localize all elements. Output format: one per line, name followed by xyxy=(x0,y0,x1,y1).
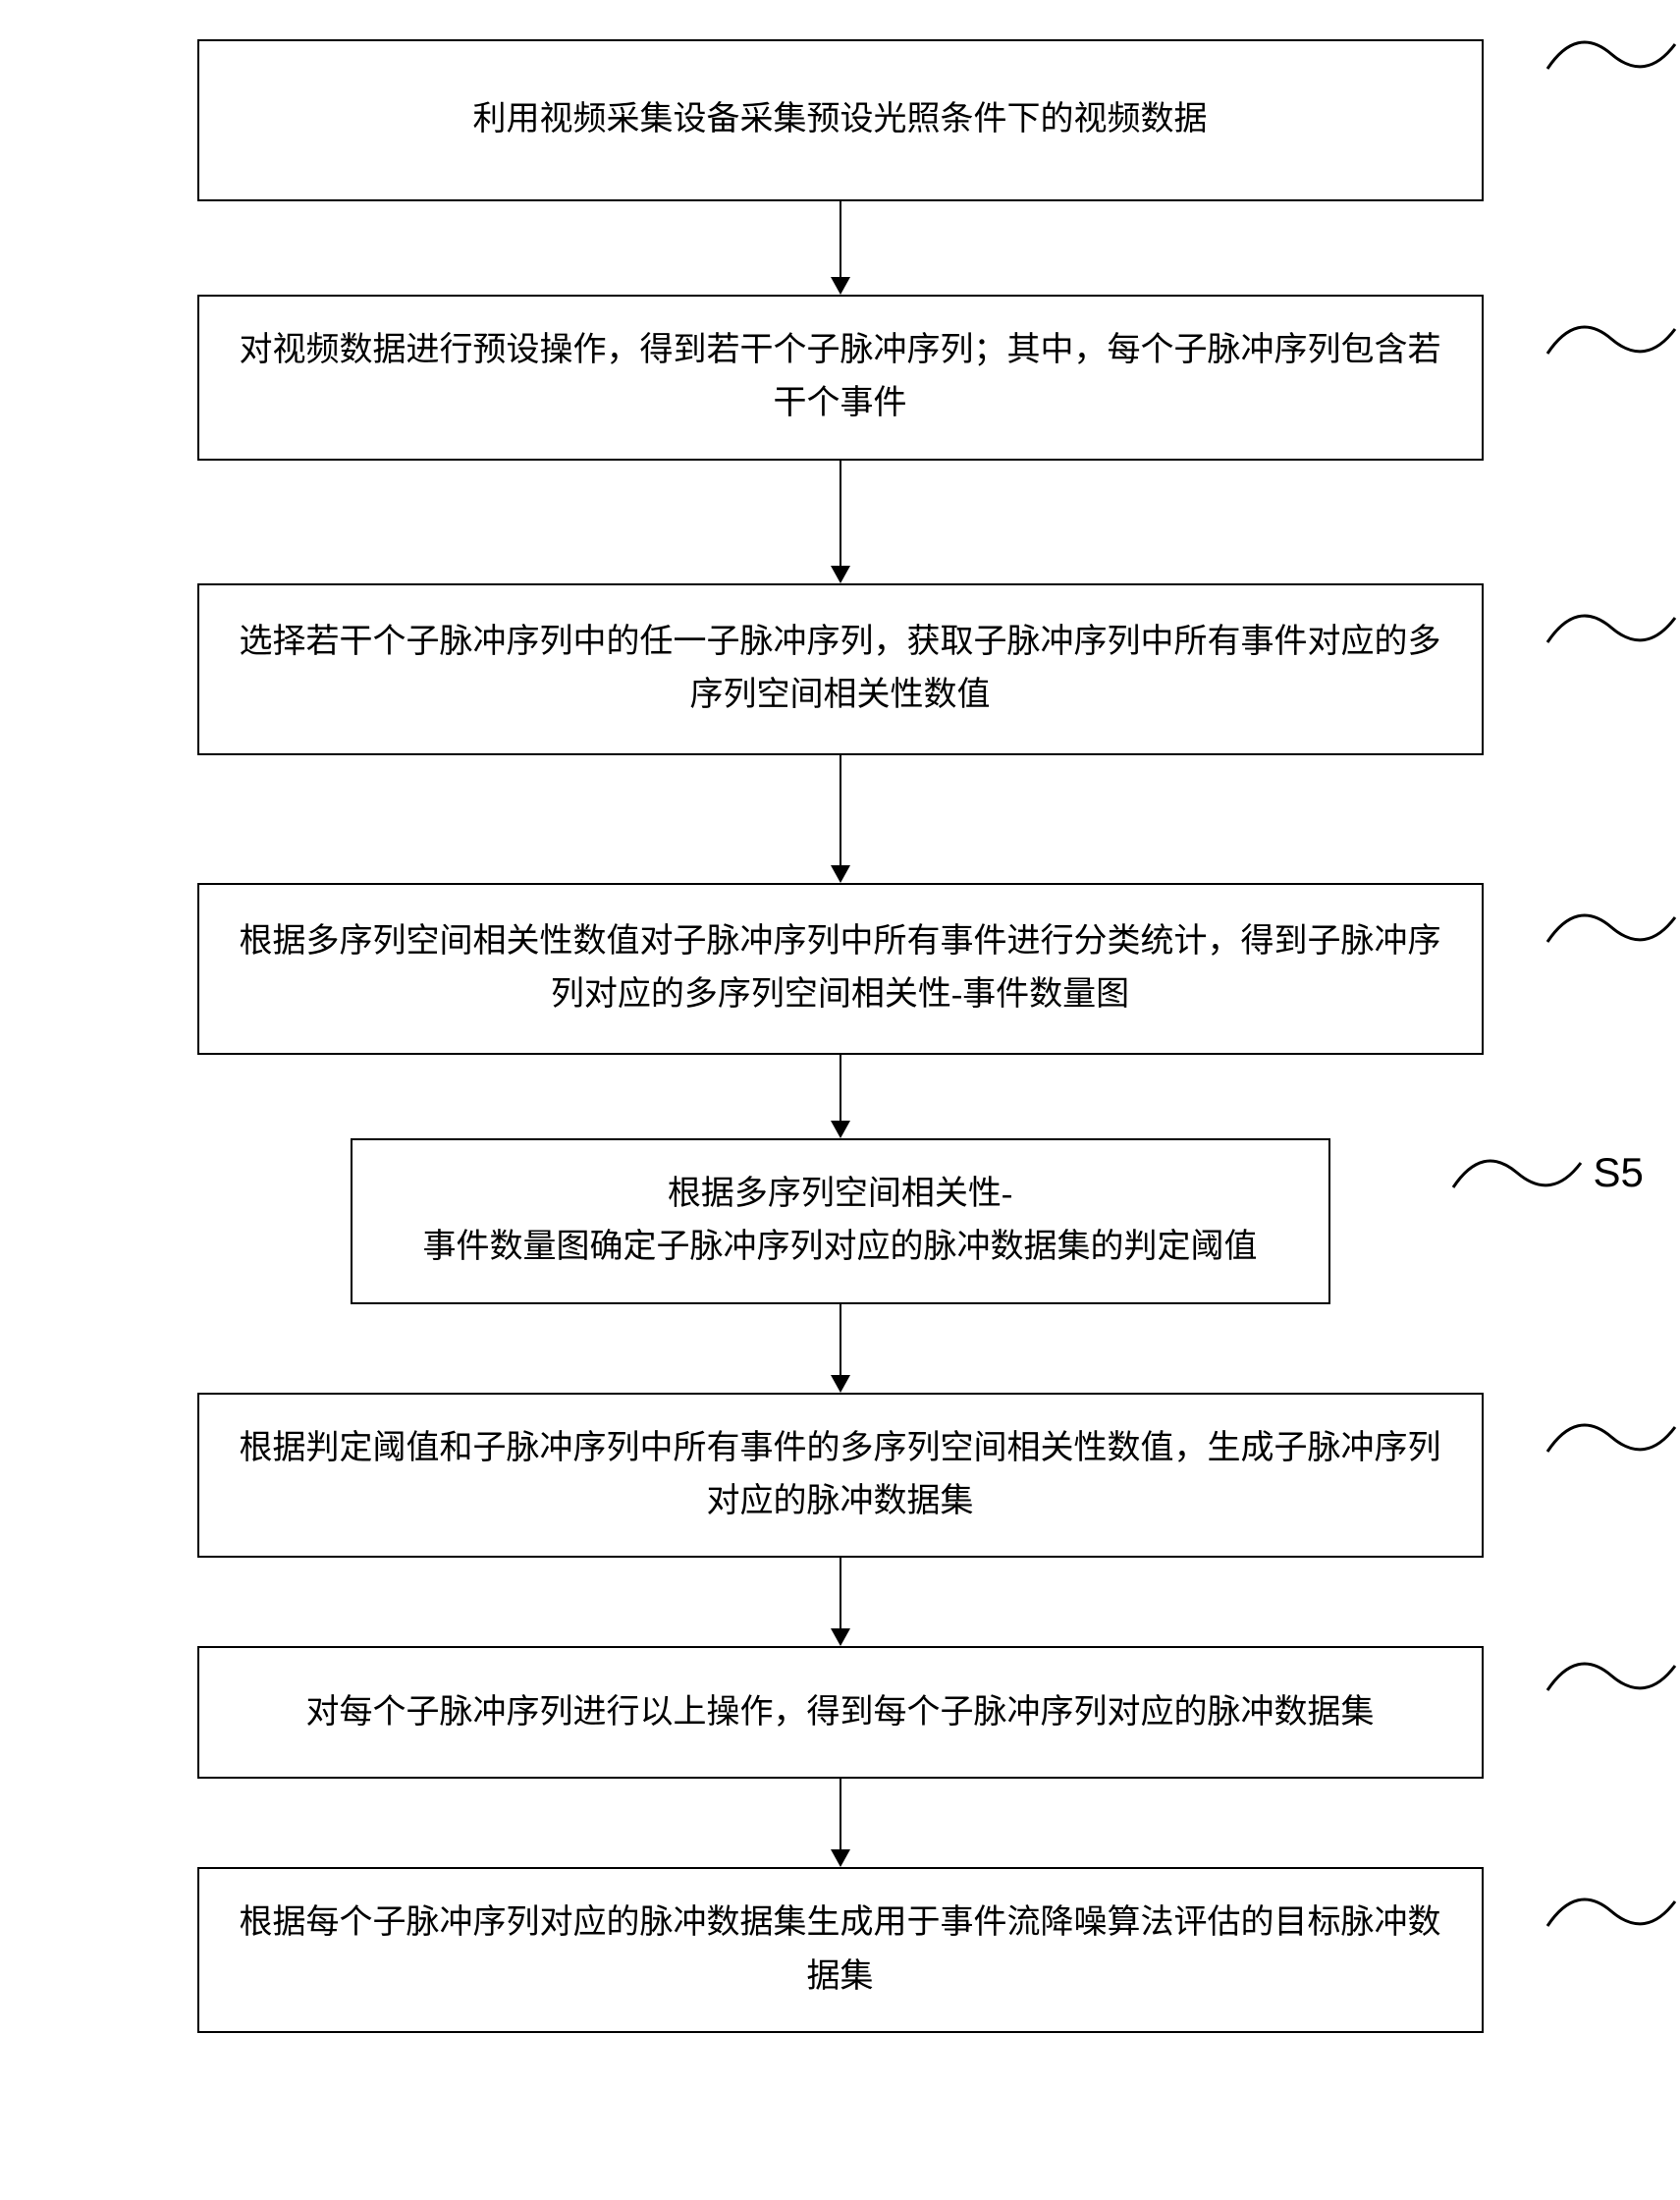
step-box-s3: 选择若干个子脉冲序列中的任一子脉冲序列，获取子脉冲序列中所有事件对应的多序列空间… xyxy=(197,583,1484,755)
wave-icon xyxy=(1543,593,1680,662)
step-label-s5: S5 xyxy=(1448,1138,1644,1207)
wave-icon xyxy=(1543,1641,1680,1710)
arrow-line xyxy=(840,201,841,277)
step-row-s4: 根据多序列空间相关性数值对子脉冲序列中所有事件进行分类统计，得到子脉冲序列对应的… xyxy=(20,883,1660,1055)
arrow-s7 xyxy=(831,1779,850,1867)
step-row-s7: 对每个子脉冲序列进行以上操作，得到每个子脉冲序列对应的脉冲数据集S7 xyxy=(20,1646,1660,1779)
arrow-s3 xyxy=(831,755,850,883)
arrow-head-icon xyxy=(831,1628,850,1646)
step-label-s6: S6 xyxy=(1543,1402,1680,1471)
arrow-line xyxy=(840,461,841,566)
arrow-head-icon xyxy=(831,1375,850,1393)
arrow-line xyxy=(840,1779,841,1849)
step-label-text: S5 xyxy=(1594,1149,1644,1196)
arrow-head-icon xyxy=(831,865,850,883)
step-box-s8: 根据每个子脉冲序列对应的脉冲数据集生成用于事件流降噪算法评估的目标脉冲数据集 xyxy=(197,1867,1484,2033)
step-row-s6: 根据判定阈值和子脉冲序列中所有事件的多序列空间相关性数值，生成子脉冲序列对应的脉… xyxy=(20,1393,1660,1559)
step-label-s4: S4 xyxy=(1543,893,1680,962)
arrow-s4 xyxy=(831,1055,850,1138)
arrow-line xyxy=(840,755,841,865)
arrow-s2 xyxy=(831,461,850,583)
arrow-line xyxy=(840,1304,841,1375)
arrow-head-icon xyxy=(831,1849,850,1867)
arrow-head-icon xyxy=(831,277,850,295)
arrow-line xyxy=(840,1055,841,1121)
arrow-head-icon xyxy=(831,566,850,583)
step-box-s6: 根据判定阈值和子脉冲序列中所有事件的多序列空间相关性数值，生成子脉冲序列对应的脉… xyxy=(197,1393,1484,1559)
wave-icon xyxy=(1543,1877,1680,1946)
wave-icon xyxy=(1543,1402,1680,1471)
step-box-s7: 对每个子脉冲序列进行以上操作，得到每个子脉冲序列对应的脉冲数据集 xyxy=(197,1646,1484,1779)
wave-icon xyxy=(1543,893,1680,962)
step-label-s8: S8 xyxy=(1543,1877,1680,1946)
step-row-s3: 选择若干个子脉冲序列中的任一子脉冲序列，获取子脉冲序列中所有事件对应的多序列空间… xyxy=(20,583,1660,755)
arrow-s1 xyxy=(831,201,850,295)
step-row-s2: 对视频数据进行预设操作，得到若干个子脉冲序列；其中，每个子脉冲序列包含若干个事件… xyxy=(20,295,1660,461)
arrow-s6 xyxy=(831,1558,850,1646)
wave-icon xyxy=(1543,20,1680,88)
step-label-s2: S2 xyxy=(1543,304,1680,373)
step-box-s1: 利用视频采集设备采集预设光照条件下的视频数据 xyxy=(197,39,1484,201)
arrow-head-icon xyxy=(831,1121,850,1138)
step-label-s3: S3 xyxy=(1543,593,1680,662)
step-label-s1: S1 xyxy=(1543,20,1680,88)
step-label-s7: S7 xyxy=(1543,1641,1680,1710)
wave-icon xyxy=(1448,1138,1586,1207)
step-row-s5: 根据多序列空间相关性- 事件数量图确定子脉冲序列对应的脉冲数据集的判定阈值 S5 xyxy=(20,1138,1660,1304)
step-box-s4: 根据多序列空间相关性数值对子脉冲序列中所有事件进行分类统计，得到子脉冲序列对应的… xyxy=(197,883,1484,1055)
arrow-line xyxy=(840,1558,841,1628)
step-row-s1: 利用视频采集设备采集预设光照条件下的视频数据S1 xyxy=(20,39,1660,201)
step-row-s8: 根据每个子脉冲序列对应的脉冲数据集生成用于事件流降噪算法评估的目标脉冲数据集S8 xyxy=(20,1867,1660,2033)
step-box-s2: 对视频数据进行预设操作，得到若干个子脉冲序列；其中，每个子脉冲序列包含若干个事件 xyxy=(197,295,1484,461)
flowchart-container: 利用视频采集设备采集预设光照条件下的视频数据S1 对视频数据进行预设操作，得到若干… xyxy=(20,39,1660,2033)
arrow-s5 xyxy=(831,1304,850,1393)
step-box-s5: 根据多序列空间相关性- 事件数量图确定子脉冲序列对应的脉冲数据集的判定阈值 xyxy=(351,1138,1330,1304)
wave-icon xyxy=(1543,304,1680,373)
